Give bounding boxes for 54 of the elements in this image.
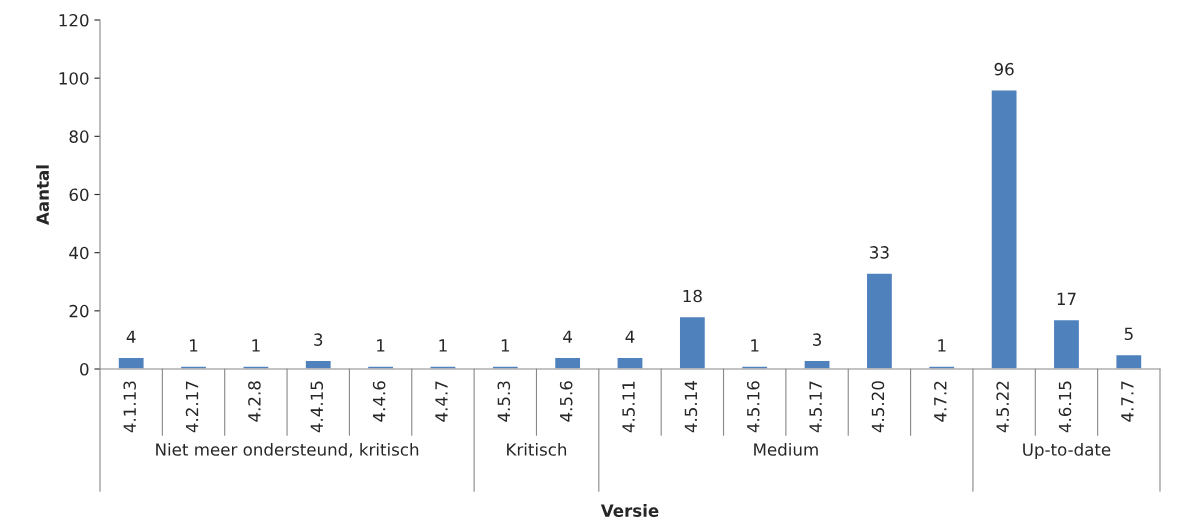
text: Niet meer ondersteund, kritisch bbox=[156, 442, 419, 458]
x-axis-title: Versie bbox=[600, 504, 659, 517]
data-label: 1 bbox=[377, 339, 385, 352]
data-label: 4 bbox=[563, 330, 573, 343]
bar bbox=[990, 89, 1018, 369]
y-tick-label: 40 bbox=[69, 246, 89, 260]
y-tick-label: 20 bbox=[69, 304, 89, 318]
bar bbox=[865, 272, 894, 369]
bar bbox=[1052, 318, 1081, 369]
x-tick-label: 4.5.22 bbox=[996, 381, 1009, 433]
data-label: 33 bbox=[870, 246, 889, 259]
bar bbox=[1115, 353, 1143, 369]
data-label: 1 bbox=[252, 339, 260, 352]
data-label: 3 bbox=[314, 333, 323, 346]
x-tick-label: 4.6.15 bbox=[1058, 381, 1072, 433]
text: Up-to-date bbox=[1023, 442, 1111, 460]
data-label: 4 bbox=[625, 330, 635, 343]
data-label: 18 bbox=[683, 289, 702, 303]
x-tick-label: 4.7.7 bbox=[1121, 381, 1134, 422]
text: Kritisch bbox=[507, 442, 567, 456]
data-label: 1 bbox=[190, 339, 198, 352]
data-label: 4 bbox=[126, 330, 136, 343]
x-tick-label: 4.5.14 bbox=[684, 381, 698, 433]
x-tick-label: 4.4.7 bbox=[435, 381, 448, 422]
y-tick-label: 80 bbox=[69, 130, 89, 143]
x-tick-label: 4.4.15 bbox=[310, 381, 324, 433]
bar bbox=[117, 356, 145, 369]
x-tick-label: 4.1.13 bbox=[123, 381, 137, 433]
x-tick-label: 4.2.8 bbox=[248, 381, 261, 422]
data-label: 17 bbox=[1057, 292, 1076, 305]
x-tick-label: 4.5.16 bbox=[746, 381, 760, 433]
data-label: 3 bbox=[813, 333, 822, 346]
data-label: 1 bbox=[439, 339, 447, 352]
x-tick-label: 4.4.6 bbox=[372, 381, 386, 422]
data-label: 96 bbox=[994, 62, 1014, 76]
bar bbox=[678, 315, 707, 369]
y-tick-label: 60 bbox=[69, 188, 89, 202]
x-tick-label: 4.7.2 bbox=[933, 381, 947, 422]
bar bbox=[616, 356, 644, 369]
x-tick-label: 4.2.17 bbox=[185, 381, 199, 433]
x-tick-label: 4.5.17 bbox=[809, 381, 822, 433]
data-label: 1 bbox=[938, 339, 946, 352]
data-label: 5 bbox=[1124, 327, 1133, 341]
y-tick-label: 0 bbox=[80, 362, 89, 376]
text: Medium bbox=[754, 442, 818, 456]
data-label: 1 bbox=[751, 339, 759, 352]
x-tick-label: 4.5.11 bbox=[622, 381, 635, 433]
y-axis-title: Aantal bbox=[36, 165, 49, 225]
y-tick-label: 100 bbox=[59, 72, 89, 85]
x-tick-label: 4.5.20 bbox=[871, 381, 885, 433]
data-label: 1 bbox=[501, 339, 510, 352]
y-tick-label: 120 bbox=[59, 13, 89, 27]
x-tick-label: 4.5.3 bbox=[497, 381, 511, 422]
x-tick-label: 4.5.6 bbox=[559, 381, 573, 422]
